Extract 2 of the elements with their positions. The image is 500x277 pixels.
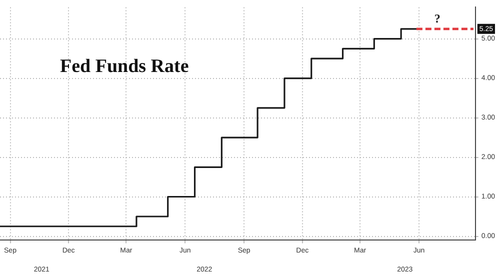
text: Fed Funds Rate (60, 56, 189, 78)
annotation: ? (434, 11, 440, 26)
